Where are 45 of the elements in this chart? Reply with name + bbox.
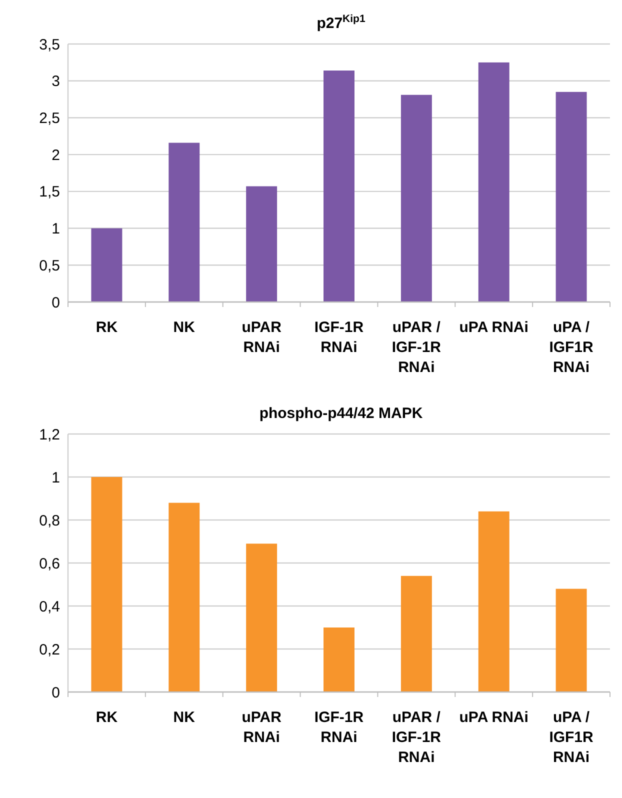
y-tick-label: 0,8: [39, 512, 60, 530]
bar: [91, 477, 122, 692]
bar: [324, 628, 354, 692]
x-tick-label: NK: [173, 319, 196, 336]
x-tick-label: RK: [96, 709, 118, 726]
bar: [91, 228, 122, 302]
y-tick-label: 3: [52, 73, 60, 90]
y-tick-label: 3,5: [39, 36, 60, 54]
chart-title: phospho-p44/42 MAPK: [259, 405, 423, 422]
bar: [556, 588, 587, 692]
y-tick-label: 0,4: [39, 598, 60, 616]
y-tick-label: 0: [52, 294, 60, 312]
y-tick-label: 2,5: [39, 110, 60, 127]
bar: [246, 544, 278, 692]
y-tick-label: 0,6: [39, 555, 60, 572]
x-tick-label: IGF-1R RNAi: [314, 709, 364, 746]
x-tick-label: uPAR / IGF-1R RNAi: [392, 709, 442, 766]
y-tick-label: 1,2: [39, 426, 60, 444]
y-tick-label: 1: [52, 220, 60, 238]
bar: [478, 511, 510, 692]
y-tick-label: 0,2: [39, 641, 60, 658]
bar: [400, 576, 432, 692]
x-tick-label: uPAR RNAi: [242, 319, 282, 356]
x-tick-label: uPA / IGF1R RNAi: [549, 709, 594, 766]
x-tick-label: uPAR / IGF-1R RNAi: [392, 319, 442, 376]
bar: [246, 186, 278, 302]
bar: [168, 502, 200, 692]
chart-title: p27$^{Kip1}$: [316, 13, 366, 32]
x-tick-label: uPA RNAi: [459, 319, 528, 336]
bar: [168, 142, 200, 302]
bar: [400, 94, 432, 302]
y-tick-label: 0,5: [39, 257, 60, 274]
x-tick-label: RK: [96, 319, 118, 336]
x-tick-label: uPA / IGF1R RNAi: [549, 319, 594, 376]
bar: [324, 70, 354, 302]
bar: [556, 92, 587, 302]
x-tick-label: uPA RNAi: [459, 709, 528, 726]
y-tick-label: 0: [52, 684, 60, 702]
x-tick-label: NK: [173, 709, 196, 726]
y-tick-label: 2: [52, 146, 60, 164]
x-tick-label: uPAR RNAi: [242, 709, 282, 746]
y-tick-label: 1,5: [39, 184, 60, 201]
x-tick-label: IGF-1R RNAi: [314, 319, 364, 356]
bar: [478, 62, 510, 302]
y-tick-label: 1: [52, 469, 60, 486]
